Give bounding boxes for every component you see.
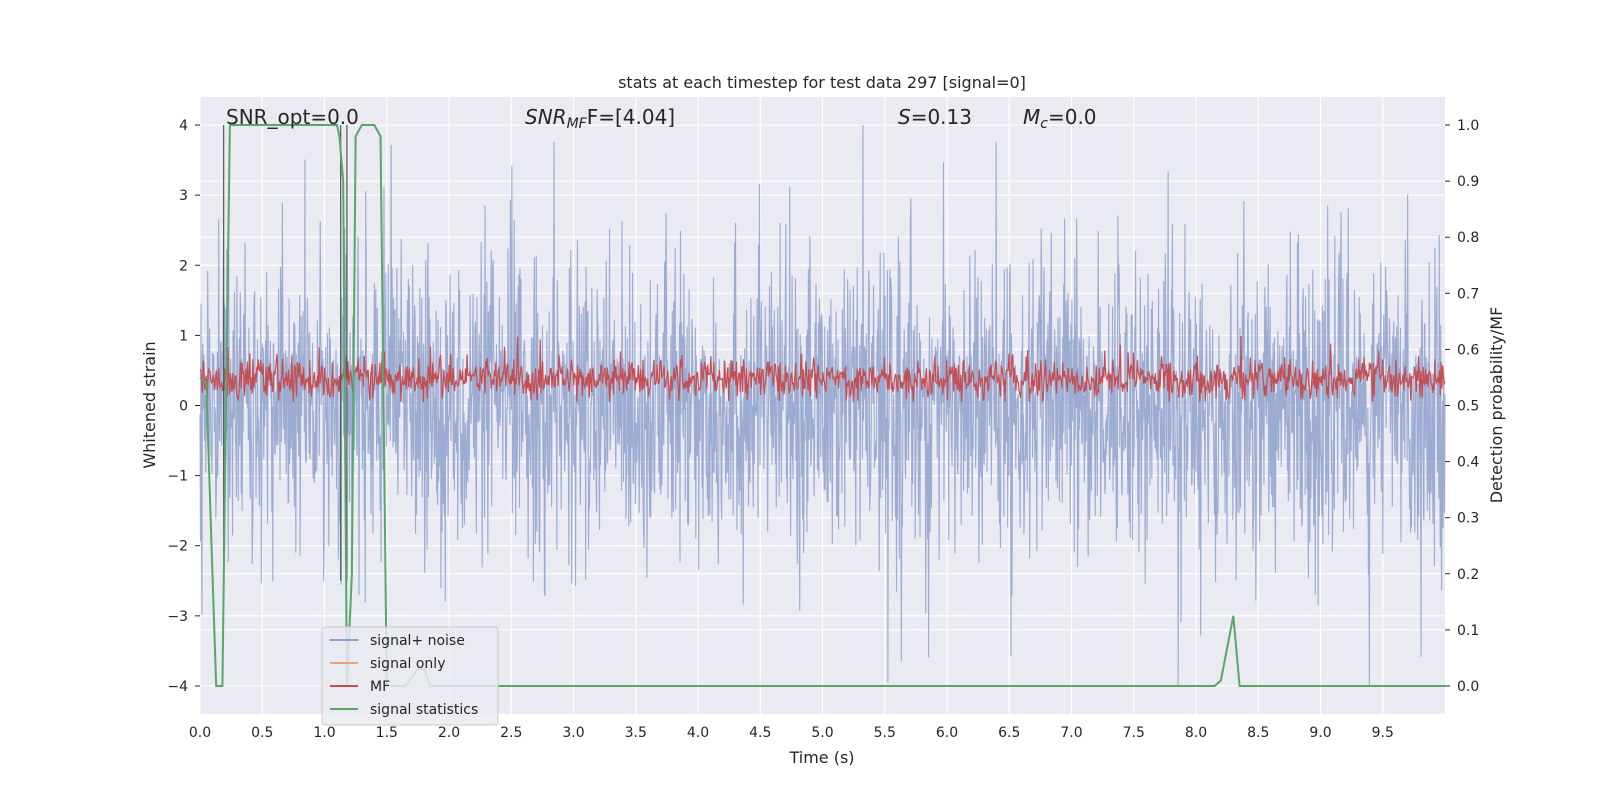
legend-label-3: signal statistics [370, 702, 478, 718]
x-tick-label: 0.5 [251, 725, 273, 741]
x-tick-label: 3.5 [625, 725, 647, 741]
y-tick-label: −3 [167, 609, 188, 625]
signal-statistics-series [199, 124, 1445, 687]
x-tick-label: 9.0 [1309, 725, 1331, 741]
y2-axis-label: Detection probability/MF [1487, 307, 1506, 504]
x-tick-label: 7.5 [1123, 725, 1145, 741]
snr-mf-name: SNR [525, 105, 567, 129]
vertical-markers [223, 125, 348, 581]
y2-ticks: 1.0 0.9 0.8 0.7 0.6 0.5 0.4 0.3 0.2 0.1 0.0 [1445, 118, 1479, 695]
legend-label-0: signal+ noise [370, 633, 465, 649]
y-tick-label: −2 [167, 539, 188, 555]
legend-label-1: signal only [370, 656, 445, 672]
x-tick-label: 2.0 [438, 725, 460, 741]
x-tick-label: 8.5 [1247, 725, 1269, 741]
x-tick-label: 7.0 [1060, 725, 1082, 741]
y-tick-label: −4 [167, 679, 188, 695]
legend: signal+ noise signal only MF signal stat… [321, 626, 499, 726]
y-ticks: 4 3 2 1 0 −1 −2 −3 −4 [167, 118, 200, 695]
snr-mf-sub: MF [567, 116, 588, 132]
snr-mf-tail: F=[4.04] [587, 105, 675, 129]
y2-tick-label: 0.1 [1457, 623, 1479, 639]
x-tick-label: 4.0 [687, 725, 709, 741]
y-tick-label: 0 [179, 399, 188, 415]
x-tick-label: 1.5 [376, 725, 398, 741]
signal-statistics-line [199, 124, 1445, 687]
x-tick-label: 2.5 [500, 725, 522, 741]
y-tick-label: 2 [179, 258, 188, 274]
x-ticks: 0.0 0.5 1.0 1.5 2.0 2.5 3.0 3.5 4.0 4.5 5.0 5.5 6.0 6… [189, 725, 1394, 741]
x-tick-label: 1.0 [313, 725, 335, 741]
mc-sub: c [1040, 116, 1048, 132]
x-tick-label: 6.0 [936, 725, 958, 741]
y-tick-label: 3 [179, 188, 188, 204]
snr-opt-annotation: SNR_opt=0.0 [226, 105, 359, 129]
s-name: S [898, 105, 911, 129]
y-axis-label: Whitened strain [140, 341, 159, 468]
mf-line [199, 336, 1446, 403]
legend-box [321, 626, 499, 726]
y-tick-label: 4 [179, 118, 188, 134]
x-tick-label: 3.0 [562, 725, 584, 741]
y-tick-label: 1 [179, 328, 188, 344]
y2-tick-label: 0.2 [1457, 567, 1479, 583]
mf-series [199, 336, 1446, 403]
signal-noise-series [199, 125, 1446, 686]
y2-tick-label: 1.0 [1457, 118, 1479, 134]
x-tick-label: 6.5 [998, 725, 1020, 741]
s-value: =0.13 [911, 105, 972, 129]
x-tick-label: 5.5 [874, 725, 896, 741]
chart-title: stats at each timestep for test data 297… [618, 73, 1026, 92]
y2-tick-label: 0.7 [1457, 286, 1479, 302]
mc-value: =0.0 [1048, 105, 1097, 129]
y2-tick-label: 0.3 [1457, 511, 1479, 527]
s-annotation: S=0.13 [898, 105, 972, 129]
y-tick-label: −1 [167, 469, 188, 485]
snr-mf-annotation: SNRMFF=[4.04] [525, 105, 675, 132]
y2-tick-label: 0.5 [1457, 399, 1479, 415]
x-tick-label: 8.0 [1185, 725, 1207, 741]
mc-name: M [1023, 105, 1040, 129]
x-tick-label: 0.0 [189, 725, 211, 741]
x-tick-label: 9.5 [1372, 725, 1394, 741]
x-tick-label: 4.5 [749, 725, 771, 741]
legend-label-2: MF [370, 679, 390, 695]
x-tick-label: 5.0 [811, 725, 833, 741]
y2-tick-label: 0.9 [1457, 174, 1479, 190]
y2-tick-label: 0.8 [1457, 230, 1479, 246]
mc-annotation: Mc=0.0 [1023, 105, 1097, 132]
y2-tick-label: 0.0 [1457, 679, 1479, 695]
x-axis-label: Time (s) [788, 748, 854, 767]
y2-tick-label: 0.4 [1457, 455, 1479, 471]
noise-line [199, 125, 1446, 686]
y2-tick-label: 0.6 [1457, 342, 1479, 358]
